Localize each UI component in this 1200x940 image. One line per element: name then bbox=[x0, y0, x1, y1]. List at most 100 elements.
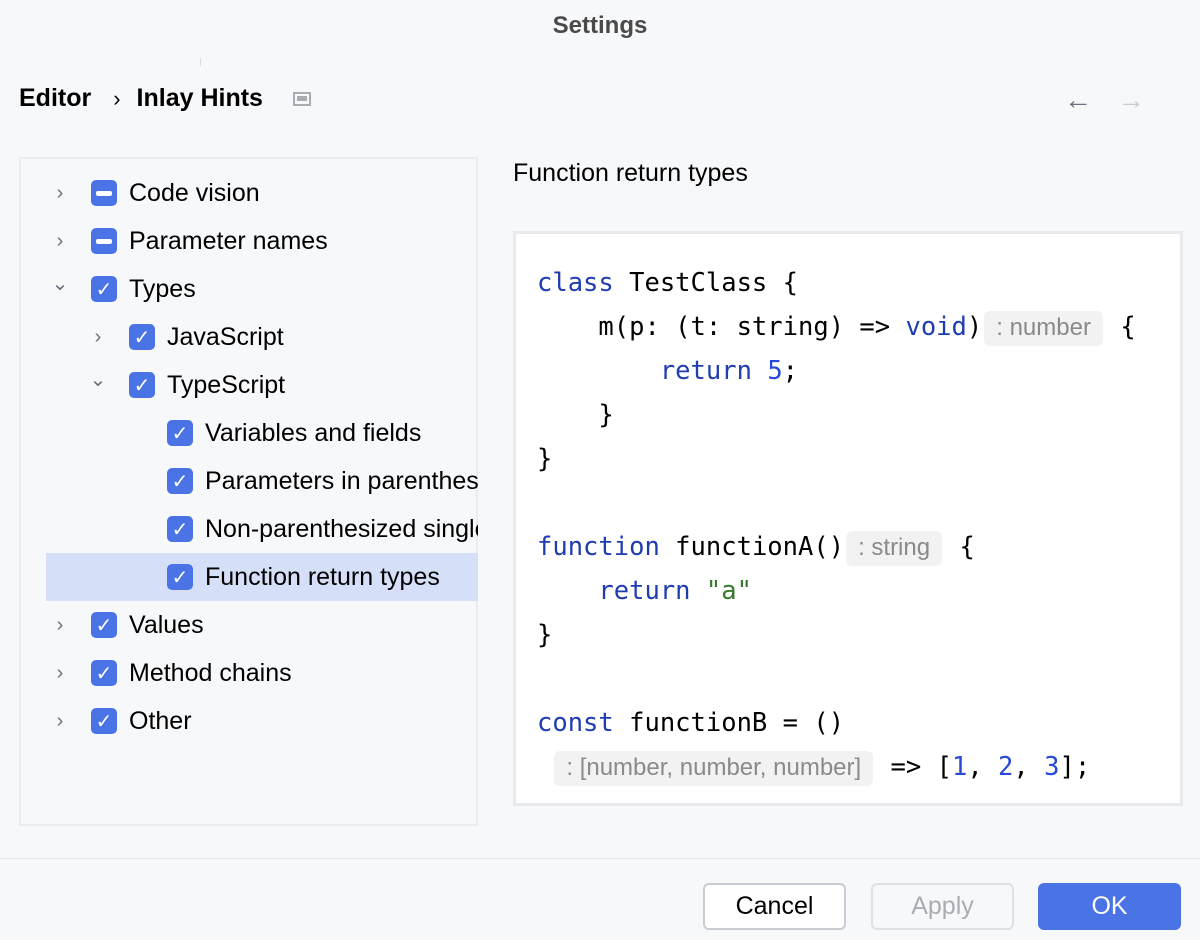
code-token: 1 bbox=[951, 752, 968, 782]
code-token: TestClass { bbox=[613, 268, 798, 298]
code-token: ]; bbox=[1059, 752, 1091, 782]
back-arrow-icon[interactable]: ← bbox=[1064, 84, 1092, 115]
code-token: function bbox=[537, 532, 660, 562]
tree-item[interactable]: ✓ Variables and fields bbox=[46, 409, 478, 457]
chevron-right-icon[interactable]: › bbox=[56, 613, 64, 636]
code-token: } bbox=[537, 620, 553, 650]
tree-item-label: Parameters in parentheses bbox=[205, 466, 478, 495]
breadcrumb: Editor › Inlay Hints bbox=[19, 84, 311, 113]
tree-item[interactable]: ⌄ ✓ TypeScript bbox=[46, 361, 478, 409]
tree-item[interactable]: ⌄ ✓ Types bbox=[46, 265, 478, 313]
code-preview: class TestClass { m(p: (t: string) => vo… bbox=[513, 231, 1183, 806]
code-token: void bbox=[905, 312, 967, 342]
code-token: ; bbox=[782, 356, 799, 386]
code-token: const bbox=[537, 708, 614, 738]
tree-item[interactable]: ✓ Non-parenthesized single parameter bbox=[46, 505, 478, 553]
checkbox[interactable]: ✓ bbox=[129, 324, 155, 350]
window-title: Settings bbox=[552, 12, 648, 39]
code-token: => [ bbox=[875, 752, 952, 782]
code-token: m(p: (t: string) => bbox=[537, 312, 906, 342]
code-token: functionA() bbox=[659, 532, 845, 562]
code-line: m(p: (t: string) => void): number { bbox=[537, 305, 1180, 349]
panel-title: Function return types bbox=[513, 159, 748, 187]
code-token bbox=[752, 356, 767, 386]
code-line: class TestClass { bbox=[537, 261, 1180, 305]
tree-item[interactable]: › ✓ Method chains bbox=[46, 649, 478, 697]
chevron-right-icon: › bbox=[113, 85, 121, 111]
chevron-right-icon[interactable]: › bbox=[94, 325, 102, 348]
code-token: } bbox=[537, 400, 614, 430]
divider bbox=[0, 858, 1200, 859]
code-token bbox=[537, 356, 660, 386]
code-token: { bbox=[944, 532, 975, 562]
divider bbox=[200, 58, 201, 66]
tree-item-label: Types bbox=[129, 274, 196, 303]
code-token: "a" bbox=[705, 576, 752, 606]
tree-item-label: Code vision bbox=[129, 178, 260, 207]
checkbox[interactable]: ✓ bbox=[129, 372, 155, 398]
code-line: } bbox=[537, 437, 1180, 481]
tree-item-label: Values bbox=[129, 610, 204, 639]
code-line bbox=[537, 481, 1180, 525]
code-token bbox=[691, 576, 706, 606]
chevron-right-icon[interactable]: › bbox=[56, 181, 64, 204]
code-token: , bbox=[967, 752, 999, 782]
breadcrumb-current: Inlay Hints bbox=[136, 84, 263, 112]
code-line: : [number, number, number] => [1, 2, 3]; bbox=[537, 745, 1180, 789]
code-token: functionB = () bbox=[613, 708, 845, 738]
code-token: class bbox=[537, 268, 614, 298]
code-line: const functionB = () bbox=[537, 701, 1180, 745]
code-token: return bbox=[659, 356, 752, 386]
code-line: } bbox=[537, 393, 1180, 437]
tree-item[interactable]: › ✓ JavaScript bbox=[46, 313, 478, 361]
code-token: { bbox=[1104, 312, 1136, 342]
tree-item-label: Non-parenthesized single parameter bbox=[205, 514, 478, 543]
code-token bbox=[537, 752, 552, 782]
inlay-hint: : [number, number, number] bbox=[554, 751, 874, 786]
chevron-down-icon[interactable]: ⌄ bbox=[51, 272, 69, 295]
tree-item[interactable]: › ✓ Values bbox=[46, 601, 478, 649]
ok-button[interactable]: OK bbox=[1038, 883, 1181, 930]
tree-item[interactable]: ✓ Function return types bbox=[46, 553, 478, 601]
checkbox[interactable] bbox=[91, 228, 117, 254]
code-line bbox=[537, 657, 1180, 701]
checkbox[interactable]: ✓ bbox=[167, 516, 193, 542]
settings-tree: › Code vision › Parameter names ⌄ ✓ Types › ✓ Jav… bbox=[19, 157, 478, 826]
tree-item-label: JavaScript bbox=[167, 322, 284, 351]
checkbox[interactable]: ✓ bbox=[167, 420, 193, 446]
code-token bbox=[537, 576, 598, 606]
code-line: return 5; bbox=[537, 349, 1180, 393]
chevron-right-icon[interactable]: › bbox=[56, 229, 64, 252]
checkbox[interactable]: ✓ bbox=[91, 612, 117, 638]
checkbox[interactable] bbox=[91, 180, 117, 206]
checkbox[interactable]: ✓ bbox=[91, 276, 117, 302]
tree-item-label: Variables and fields bbox=[205, 418, 422, 447]
code-token: ) bbox=[966, 312, 983, 342]
tree-item-label: Method chains bbox=[129, 658, 292, 687]
apply-button[interactable]: Apply bbox=[871, 883, 1014, 930]
window-icon[interactable] bbox=[292, 91, 311, 106]
code-token: 3 bbox=[1044, 752, 1060, 782]
breadcrumb-parent[interactable]: Editor bbox=[19, 84, 92, 112]
tree-item-label: TypeScript bbox=[167, 370, 286, 399]
tree-item[interactable]: › Parameter names bbox=[46, 217, 478, 265]
inlay-hint: : number bbox=[984, 311, 1103, 346]
tree-item[interactable]: ✓ Parameters in parentheses bbox=[46, 457, 478, 505]
checkbox[interactable]: ✓ bbox=[167, 468, 193, 494]
code-token: } bbox=[537, 444, 553, 474]
code-line: function functionA(): string { bbox=[537, 525, 1180, 569]
tree-item[interactable]: › Code vision bbox=[46, 169, 478, 217]
checkbox[interactable]: ✓ bbox=[91, 708, 117, 734]
checkbox[interactable]: ✓ bbox=[167, 564, 193, 590]
chevron-right-icon[interactable]: › bbox=[56, 661, 64, 684]
chevron-right-icon[interactable]: › bbox=[56, 709, 64, 732]
code-token: return bbox=[598, 576, 691, 606]
code-line: } bbox=[537, 613, 1180, 657]
checkbox[interactable]: ✓ bbox=[91, 660, 117, 686]
chevron-down-icon[interactable]: ⌄ bbox=[89, 368, 107, 391]
tree-item[interactable]: › ✓ Other bbox=[46, 697, 478, 745]
tree-item-label: Function return types bbox=[205, 562, 440, 591]
cancel-button[interactable]: Cancel bbox=[703, 883, 846, 930]
inlay-hint: : string bbox=[846, 531, 943, 566]
forward-arrow-icon[interactable]: → bbox=[1117, 84, 1145, 115]
